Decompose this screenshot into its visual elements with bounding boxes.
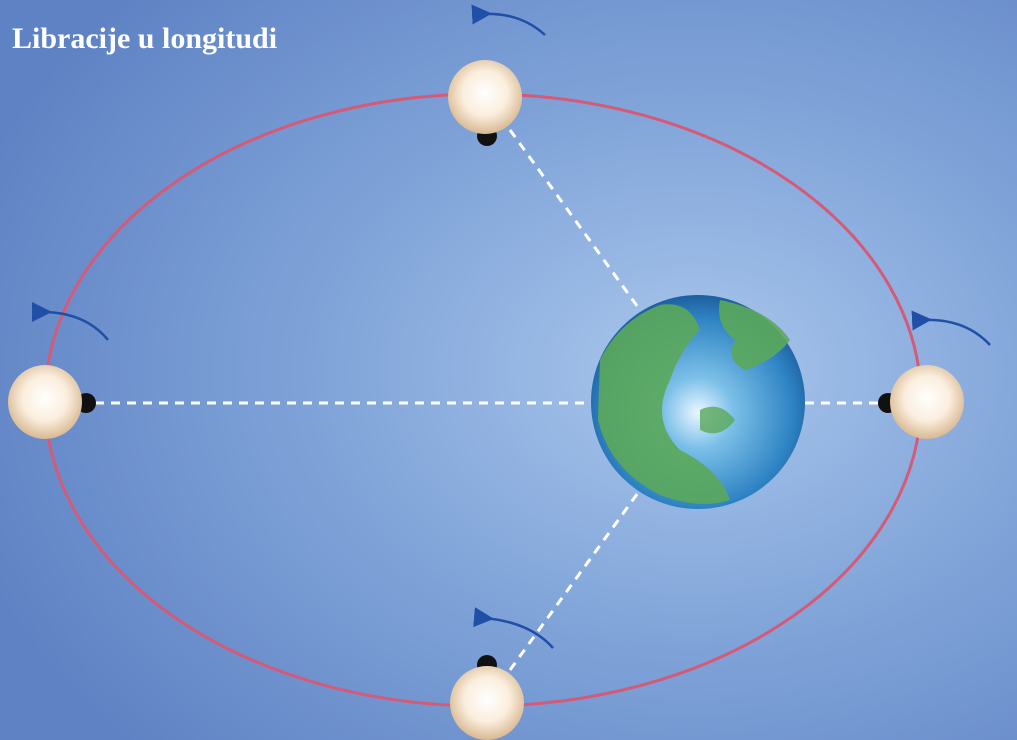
title: Libracije u longitudi: [12, 22, 277, 55]
diagram: Libracije u longitudi: [0, 0, 1017, 740]
page: Libracije u longitudi (() => { const dat…: [0, 0, 1017, 740]
earth: [591, 295, 805, 509]
